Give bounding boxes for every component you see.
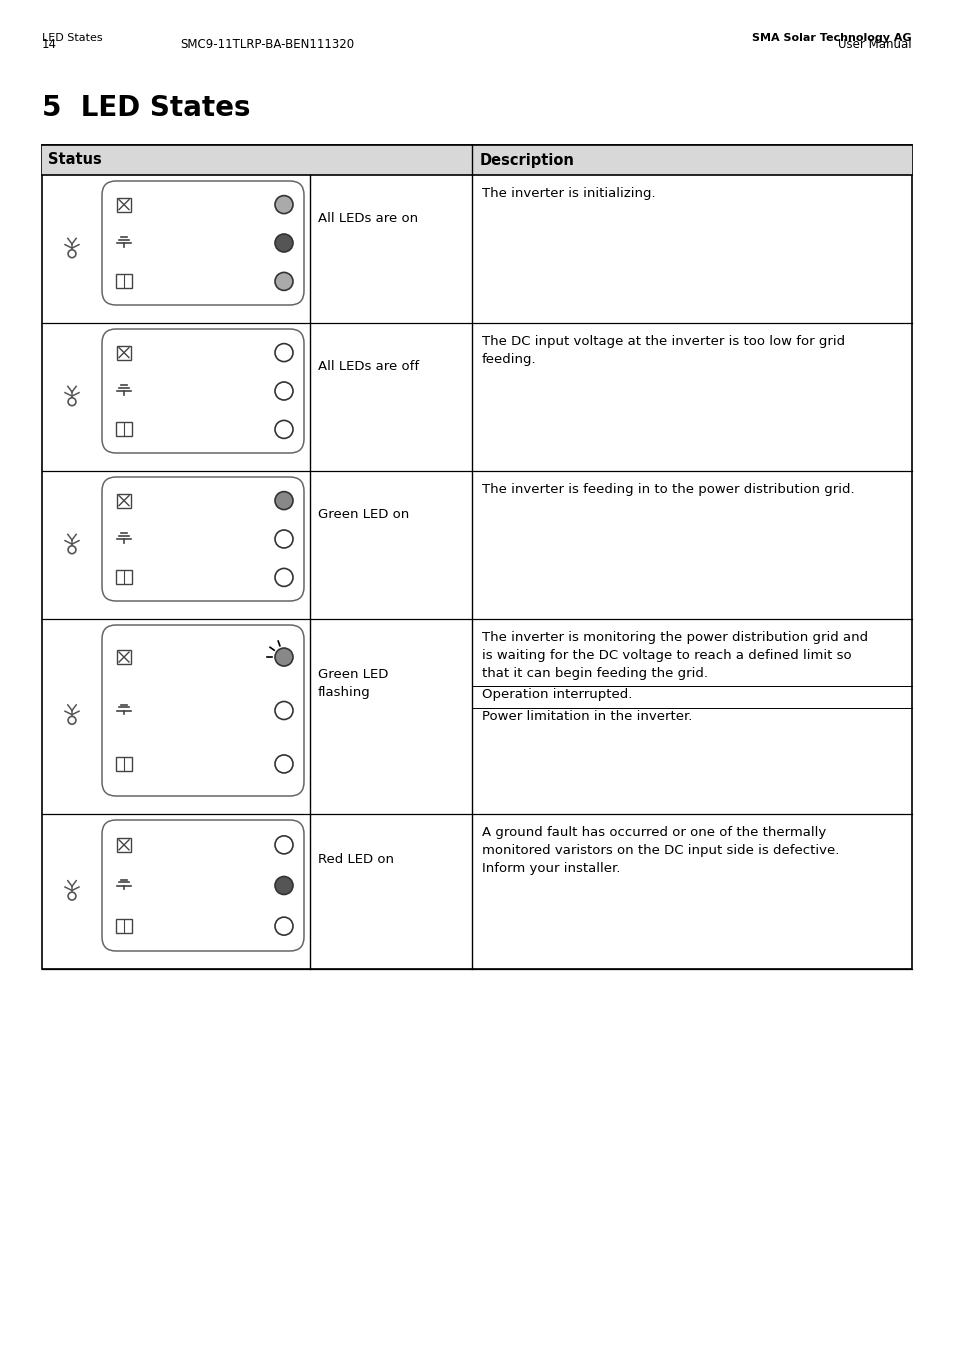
Bar (115, 571, 132, 584)
Circle shape (274, 234, 293, 251)
Text: The inverter is initializing.: The inverter is initializing. (481, 187, 655, 200)
Text: Operation interrupted.: Operation interrupted. (481, 688, 632, 700)
Text: User Manual: User Manual (838, 38, 911, 51)
Text: The inverter is monitoring the power distribution grid and
is waiting for the DC: The inverter is monitoring the power dis… (481, 631, 867, 680)
Bar (42, 145, 911, 174)
Text: The inverter is feeding in to the power distribution grid.: The inverter is feeding in to the power … (481, 483, 854, 496)
Bar (42, 145, 911, 969)
Circle shape (274, 530, 293, 548)
Circle shape (274, 492, 293, 510)
Bar (117, 838, 131, 852)
Bar (117, 197, 131, 212)
Bar (115, 422, 132, 437)
Circle shape (274, 917, 293, 936)
Bar (117, 650, 131, 664)
Bar (117, 493, 131, 507)
Circle shape (274, 420, 293, 438)
Text: LED States: LED States (42, 32, 103, 43)
Circle shape (274, 754, 293, 773)
Circle shape (274, 568, 293, 587)
Text: Description: Description (479, 153, 575, 168)
Circle shape (274, 343, 293, 361)
Text: Green LED on: Green LED on (317, 508, 409, 521)
Text: SMC9-11TLRP-BA-BEN111320: SMC9-11TLRP-BA-BEN111320 (180, 38, 354, 51)
Text: Green LED
flashing: Green LED flashing (317, 668, 388, 699)
Text: All LEDs are on: All LEDs are on (317, 212, 417, 224)
Text: 14: 14 (42, 38, 57, 51)
Circle shape (274, 648, 293, 667)
Bar (115, 757, 132, 771)
Text: A ground fault has occurred or one of the thermally
monitored varistors on the D: A ground fault has occurred or one of th… (481, 826, 839, 875)
Text: Power limitation in the inverter.: Power limitation in the inverter. (481, 710, 692, 723)
Circle shape (274, 836, 293, 854)
Text: The DC input voltage at the inverter is too low for grid
feeding.: The DC input voltage at the inverter is … (481, 335, 844, 366)
Text: Status: Status (48, 153, 102, 168)
Text: SMA Solar Technology AG: SMA Solar Technology AG (752, 32, 911, 43)
Circle shape (274, 196, 293, 214)
Text: 5  LED States: 5 LED States (42, 95, 251, 122)
Bar (115, 274, 132, 288)
Bar (115, 919, 132, 933)
Text: Red LED on: Red LED on (317, 853, 394, 865)
Text: All LEDs are off: All LEDs are off (317, 360, 418, 373)
Circle shape (274, 272, 293, 291)
Circle shape (274, 876, 293, 895)
Bar (117, 346, 131, 360)
Circle shape (274, 702, 293, 719)
Circle shape (274, 383, 293, 400)
